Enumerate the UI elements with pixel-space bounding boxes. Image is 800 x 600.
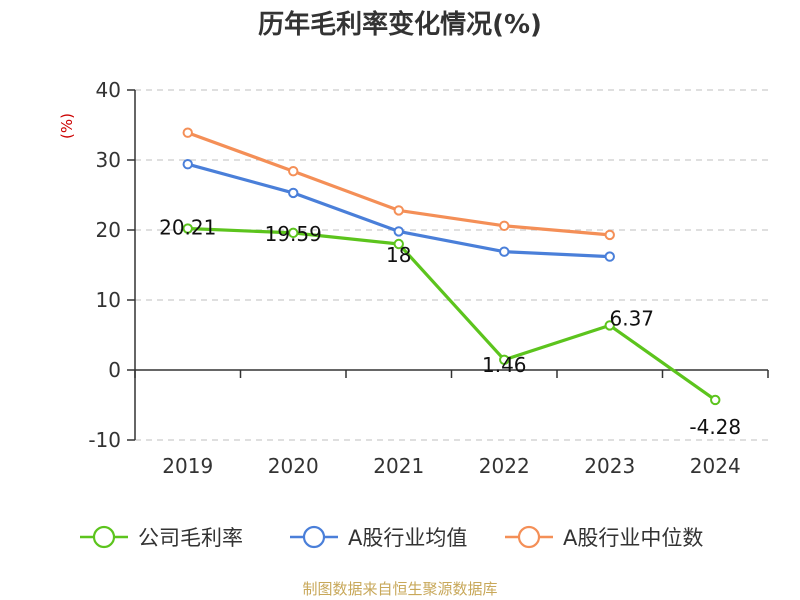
x-tick-label: 2023 bbox=[584, 454, 635, 478]
x-tick-label: 2020 bbox=[268, 454, 319, 478]
series-line-2 bbox=[187, 131, 610, 237]
y-tick-label: 20 bbox=[96, 218, 121, 242]
legend-swatch-marker bbox=[517, 525, 541, 549]
data-label: 6.37 bbox=[609, 306, 654, 330]
data-point bbox=[604, 251, 615, 262]
series-lines bbox=[182, 127, 721, 406]
series-line-0 bbox=[187, 226, 717, 402]
data-point bbox=[182, 223, 193, 234]
legend-swatch-marker bbox=[302, 525, 326, 549]
data-point bbox=[288, 166, 299, 177]
data-point bbox=[182, 159, 193, 170]
x-tick-label: 2024 bbox=[690, 454, 741, 478]
chart-title: 历年毛利率变化情况(%) bbox=[258, 10, 542, 40]
data-labels: 20.21 19.59 18 1.46 6.37 -4.28 bbox=[159, 216, 741, 439]
y-tick-label: 0 bbox=[108, 358, 121, 382]
legend-label: A股行业中位数 bbox=[563, 526, 703, 550]
data-label: 19.59 bbox=[265, 222, 322, 246]
legend-item-1: A股行业均值 bbox=[290, 525, 467, 550]
y-tick-label: 10 bbox=[96, 288, 121, 312]
axes: 40 30 20 10 0 -10 2019 2020 2021 2022 2023 2024 (%) bbox=[58, 78, 769, 478]
data-point bbox=[182, 127, 193, 138]
legend-item-2: A股行业中位数 bbox=[505, 525, 703, 550]
legend-swatch-marker bbox=[92, 525, 116, 549]
data-label: -4.28 bbox=[689, 415, 741, 439]
data-point bbox=[499, 354, 510, 365]
y-tick-label: -10 bbox=[88, 428, 121, 452]
data-point bbox=[604, 229, 615, 241]
data-point bbox=[393, 205, 404, 216]
data-label: 1.46 bbox=[482, 353, 527, 377]
data-point bbox=[604, 320, 615, 331]
x-tick-label: 2019 bbox=[162, 454, 213, 478]
data-point bbox=[710, 394, 721, 406]
legend-label: 公司毛利率 bbox=[138, 526, 243, 550]
data-label: 18 bbox=[386, 243, 411, 267]
data-point bbox=[393, 238, 404, 250]
data-point bbox=[499, 246, 510, 257]
data-point bbox=[393, 226, 404, 237]
x-tick-label: 2021 bbox=[373, 454, 424, 478]
grid-lines bbox=[135, 89, 768, 441]
legend: 公司毛利率 A股行业均值 A股行业中位数 bbox=[80, 525, 703, 550]
y-axis-label: (%) bbox=[58, 113, 76, 139]
data-point bbox=[499, 220, 510, 232]
source-note: 制图数据来自恒生聚源数据库 bbox=[302, 580, 498, 598]
data-point bbox=[288, 227, 299, 239]
y-tick-label: 30 bbox=[96, 148, 121, 172]
y-tick-label: 40 bbox=[96, 78, 121, 102]
legend-label: A股行业均值 bbox=[348, 526, 467, 550]
legend-item-0: 公司毛利率 bbox=[80, 525, 243, 550]
data-label: 20.21 bbox=[159, 216, 216, 240]
data-point bbox=[288, 187, 299, 199]
x-tick-label: 2022 bbox=[479, 454, 530, 478]
